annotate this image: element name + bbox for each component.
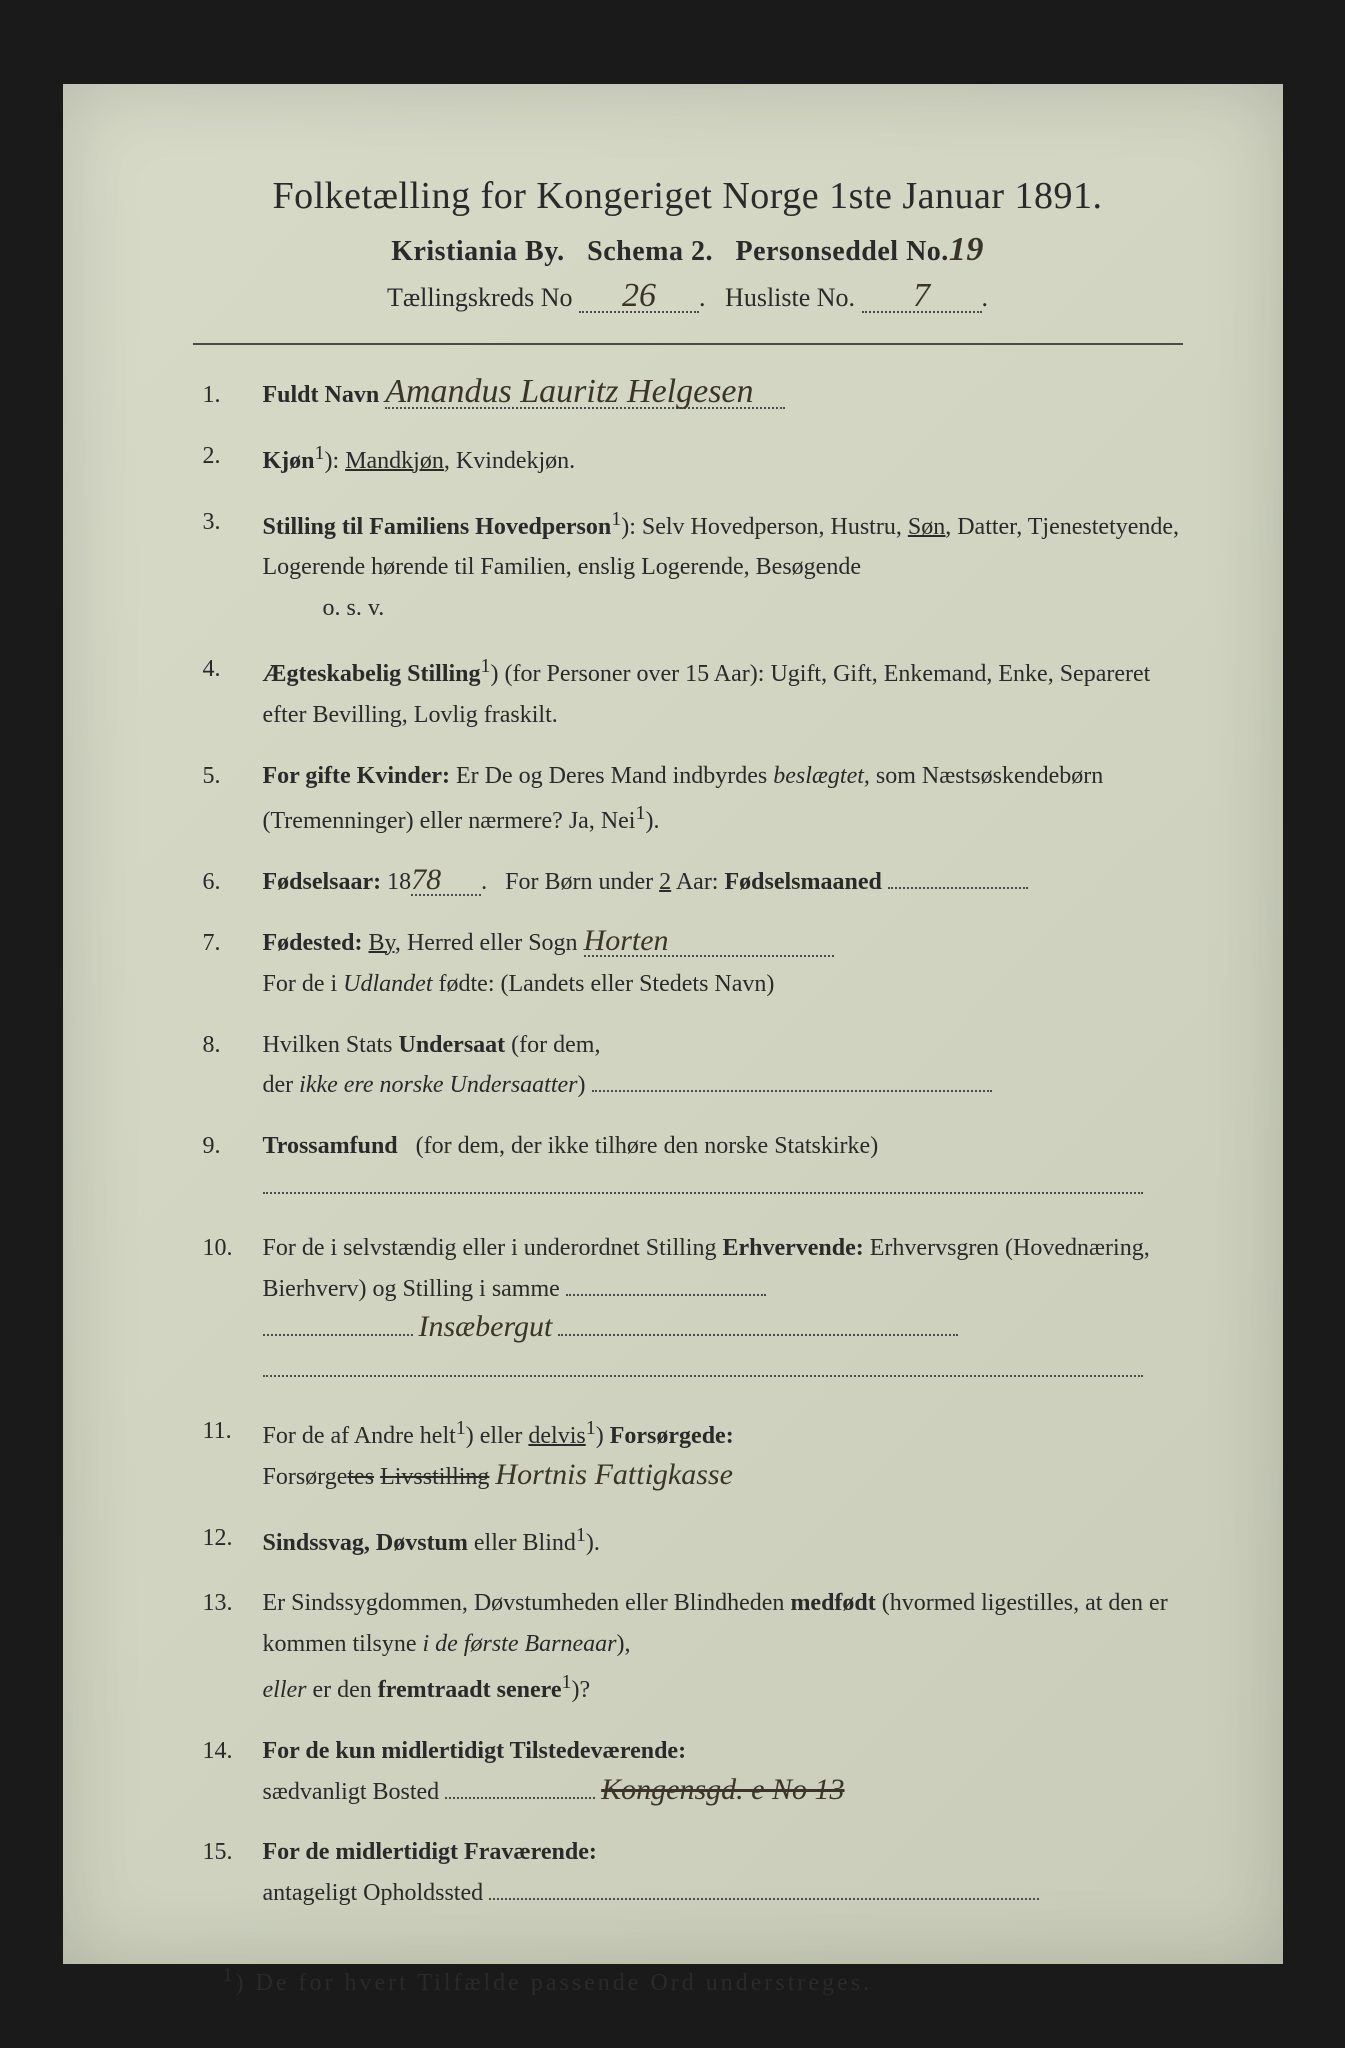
label: Fuldt Navn	[263, 382, 380, 408]
label: For de kun midlertidigt Tilstedeværende:	[263, 1738, 687, 1764]
entry-3: 3. Stilling til Familiens Hovedperson1):…	[203, 502, 1183, 629]
entry-12: 12. Sindssvag, Døvstum eller Blind1).	[203, 1518, 1183, 1564]
kreds-value: 26	[622, 282, 656, 309]
entry-num: 11.	[203, 1411, 263, 1498]
entry-4: 4. Ægteskabelig Stilling1) (for Personer…	[203, 649, 1183, 736]
label: Trossamfund	[263, 1133, 398, 1159]
entry-num: 9.	[203, 1126, 263, 1208]
entry-num: 1.	[203, 375, 263, 416]
entry-body: Fuldt Navn Amandus Lauritz Helgesen	[263, 375, 1183, 416]
opt-son: Søn,	[908, 514, 951, 540]
label: Erhvervende:	[722, 1235, 863, 1261]
entry-num: 3.	[203, 502, 263, 629]
entry-15: 15. For de midlertidigt Fraværende: anta…	[203, 1832, 1183, 1914]
entry-body: For de af Andre helt1) eller delvis1) Fo…	[263, 1411, 1183, 1498]
footnote-text: ) De for hvert Tilfælde passende Ord und…	[236, 1970, 873, 1996]
entry-8: 8. Hvilken Stats Undersaat (for dem, der…	[203, 1025, 1183, 1107]
kreds-line: Tællingskreds No 26. Husliste No. 7.	[193, 282, 1183, 313]
opt-kvinde: Kvindekjøn.	[456, 448, 575, 474]
entry-num: 4.	[203, 649, 263, 736]
footnote: 1) De for hvert Tilfælde passende Ord un…	[193, 1964, 1183, 1997]
subtitle-line: Kristiania By. Schema 2. Personseddel No…	[193, 236, 1183, 268]
schema-label: Schema 2.	[587, 236, 713, 267]
occupation-value: Insæbergut	[419, 1315, 553, 1339]
label: Forsørgede:	[610, 1423, 734, 1449]
entry-num: 8.	[203, 1025, 263, 1107]
label: For de midlertidigt Fraværende:	[263, 1839, 597, 1865]
person-no-value: 19	[949, 236, 984, 263]
label2: fremtraadt senere	[378, 1677, 562, 1703]
entry-body: Fødested: By, Herred eller Sogn Horten F…	[263, 923, 1183, 1005]
entry-body: Sindssvag, Døvstum eller Blind1).	[263, 1518, 1183, 1564]
entry-body: For de i selvstændig eller i underordnet…	[263, 1228, 1183, 1391]
husliste-label: Husliste No.	[725, 283, 855, 312]
entry-2: 2. Kjøn1): Mandkjøn, Kvindekjøn.	[203, 436, 1183, 482]
label2: Fødselsmaaned	[724, 869, 881, 895]
entry-5: 5. For gifte Kvinder: Er De og Deres Man…	[203, 756, 1183, 843]
label: For gifte Kvinder:	[263, 763, 451, 789]
entry-num: 10.	[203, 1228, 263, 1391]
husliste-value: 7	[913, 282, 930, 309]
label: Fødselsaar:	[263, 869, 382, 895]
entry-9: 9. Trossamfund (for dem, der ikke tilhør…	[203, 1126, 1183, 1208]
entry-14: 14. For de kun midlertidigt Tilstedevære…	[203, 1731, 1183, 1813]
entry-body: Er Sindssygdommen, Døvstumheden eller Bl…	[263, 1583, 1183, 1710]
entry-num: 14.	[203, 1731, 263, 1813]
main-title: Folketælling for Kongeriget Norge 1ste J…	[193, 174, 1183, 218]
kreds-label: Tællingskreds No	[387, 283, 573, 312]
label: Fødested:	[263, 930, 363, 956]
entry-11: 11. For de af Andre helt1) eller delvis1…	[203, 1411, 1183, 1498]
year-value: 78	[411, 868, 441, 892]
entry-body: For gifte Kvinder: Er De og Deres Mand i…	[263, 756, 1183, 843]
place-value: Horten	[584, 929, 669, 953]
label: Stilling til Familiens Hovedperson	[263, 514, 612, 540]
entry-num: 13.	[203, 1583, 263, 1710]
entries-list: 1. Fuldt Navn Amandus Lauritz Helgesen 2…	[193, 375, 1183, 1914]
city-label: Kristiania By.	[391, 236, 564, 267]
entry-body: Stilling til Familiens Hovedperson1): Se…	[263, 502, 1183, 629]
entry-body: Hvilken Stats Undersaat (for dem, der ik…	[263, 1025, 1183, 1107]
entry-num: 7.	[203, 923, 263, 1005]
entry-body: For de kun midlertidigt Tilstedeværende:…	[263, 1731, 1183, 1813]
entry-body: Trossamfund (for dem, der ikke tilhøre d…	[263, 1126, 1183, 1208]
residence-value: Kongensgd. e No 13	[601, 1778, 844, 1802]
form-header: Folketælling for Kongeriget Norge 1ste J…	[193, 174, 1183, 313]
label: Sindssvag, Døvstum	[263, 1530, 468, 1556]
entry-num: 15.	[203, 1832, 263, 1914]
census-form-page: Folketælling for Kongeriget Norge 1ste J…	[63, 84, 1283, 1964]
entry-num: 6.	[203, 862, 263, 903]
support-value: Hortnis Fattigkasse	[495, 1463, 733, 1487]
entry-10: 10. For de i selvstændig eller i underor…	[203, 1228, 1183, 1391]
entry-num: 5.	[203, 756, 263, 843]
person-no-label: Personseddel No.	[735, 236, 948, 267]
entry-num: 12.	[203, 1518, 263, 1564]
entry-body: Kjøn1): Mandkjøn, Kvindekjøn.	[263, 436, 1183, 482]
entry-body: Fødselsaar: 1878. For Børn under 2 Aar: …	[263, 862, 1183, 903]
label: medfødt	[790, 1590, 875, 1616]
entry-body: For de midlertidigt Fraværende: antageli…	[263, 1832, 1183, 1914]
opt-mand: Mandkjøn,	[345, 448, 450, 474]
label: Ægteskabelig Stilling	[263, 661, 481, 687]
entry-6: 6. Fødselsaar: 1878. For Børn under 2 Aa…	[203, 862, 1183, 903]
label: Undersaat	[399, 1032, 506, 1058]
label: Kjøn	[263, 448, 315, 474]
header-divider	[193, 343, 1183, 345]
entry-1: 1. Fuldt Navn Amandus Lauritz Helgesen	[203, 375, 1183, 416]
name-value: Amandus Lauritz Helgesen	[385, 378, 753, 405]
entry-7: 7. Fødested: By, Herred eller Sogn Horte…	[203, 923, 1183, 1005]
entry-body: Ægteskabelig Stilling1) (for Personer ov…	[263, 649, 1183, 736]
entry-13: 13. Er Sindssygdommen, Døvstumheden elle…	[203, 1583, 1183, 1710]
entry-num: 2.	[203, 436, 263, 482]
